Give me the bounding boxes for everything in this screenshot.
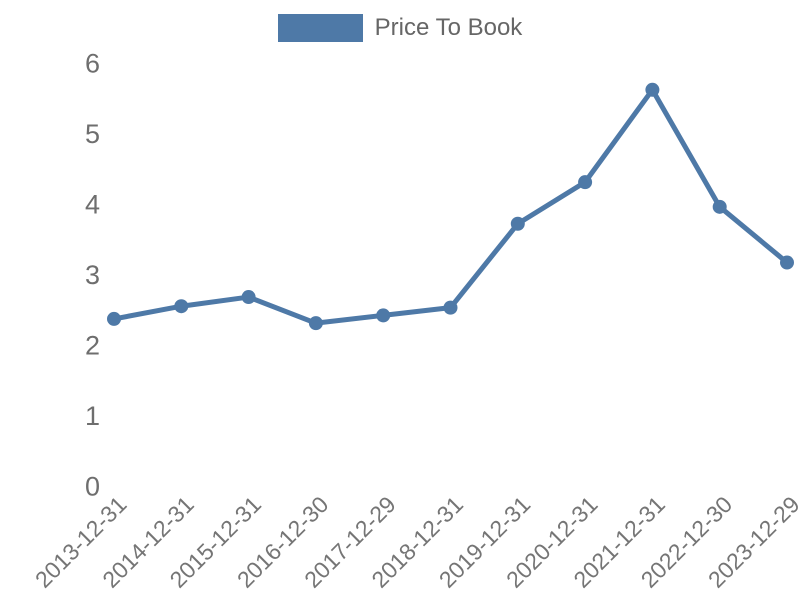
y-tick-label: 2 [85,331,100,361]
y-tick-label: 6 [85,49,100,79]
data-point-marker[interactable] [107,311,121,326]
y-axis: 0 1 2 3 4 5 6 [85,49,100,502]
data-point-marker[interactable] [443,300,458,315]
data-point-marker[interactable] [308,316,323,331]
data-point-marker[interactable] [174,299,189,314]
legend[interactable]: Price To Book [0,14,800,42]
y-tick-label: 4 [85,190,100,220]
x-axis: 2013-12-312014-12-312015-12-312016-12-30… [30,491,800,593]
legend-swatch[interactable] [277,14,363,42]
data-point-marker[interactable] [712,199,727,214]
y-tick-label: 3 [85,260,100,290]
price-to-book-line [111,87,790,326]
legend-label: Price To Book [374,14,523,41]
data-point-marker[interactable] [578,175,593,190]
y-tick-label: 0 [85,472,100,502]
data-point-marker[interactable] [645,82,660,97]
data-point-marker[interactable] [780,255,794,270]
y-tick-label: 5 [85,119,100,149]
y-tick-label: 1 [85,401,100,431]
data-point-marker[interactable] [241,290,256,305]
data-point-marker[interactable] [376,308,391,323]
data-point-marker[interactable] [510,216,525,231]
series-price-to-book [107,82,794,331]
